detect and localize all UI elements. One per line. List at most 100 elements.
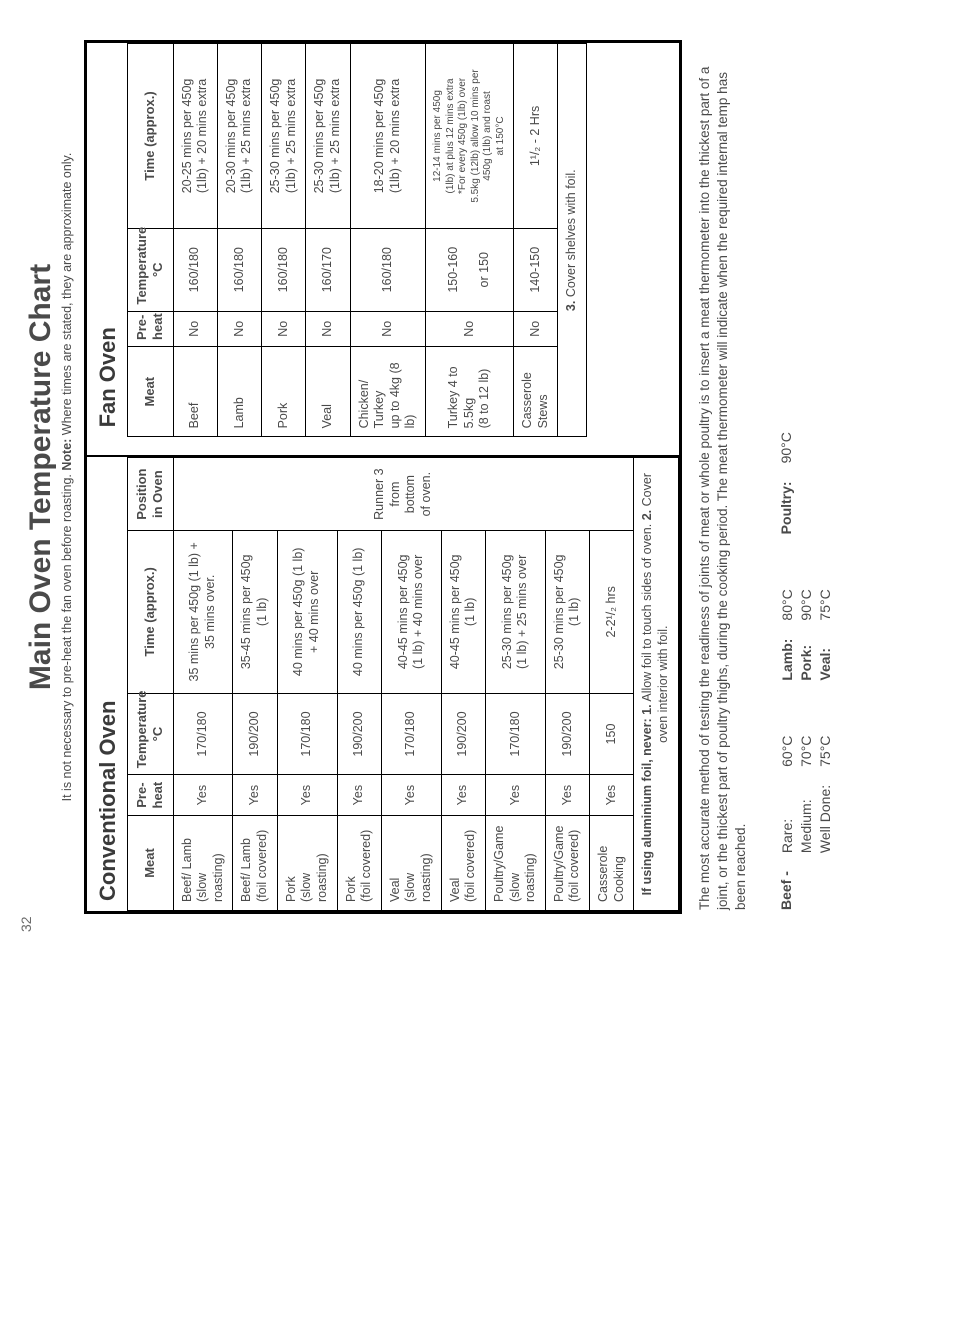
cell-meat: Poultry/Game(slow roasting) (485, 815, 545, 910)
table-header-row: Meat Pre-heat Temperature °C Time (appro… (128, 458, 174, 911)
cell-meat: Pork(foil covered) (337, 815, 381, 910)
cell-meat: Beef/ Lamb(slow roasting) (173, 815, 233, 910)
table-row: Turkey 4 to 5.5kg(8 to 12 lb) No 150-160… (426, 44, 514, 437)
foil-b2: 2. (640, 510, 654, 520)
fan-tbody: Beef No 160/180 20-25 mins per 450g(1lb)… (173, 44, 586, 437)
cell-temp: 150 (590, 693, 634, 774)
cell-preheat: Yes (173, 775, 233, 816)
lamb-pork-veal-group: Lamb: Pork: Veal: 80°C 90°C 75°C (778, 589, 835, 680)
lpv-vals: 80°C 90°C 75°C (778, 589, 835, 620)
cell-time: 20-25 mins per 450g(1lb) + 20 mins extra (173, 44, 217, 229)
cell-preheat: Yes (590, 775, 634, 816)
pork-label: Pork: (797, 639, 816, 681)
cell-preheat: No (350, 311, 426, 346)
cell-time: 40-45 mins per 450g(1 lb) (441, 530, 485, 693)
table-row: Beef No 160/180 20-25 mins per 450g(1lb)… (173, 44, 217, 437)
cell-temp: 190/200 (545, 693, 589, 774)
poultry-val: 90°C (778, 432, 835, 463)
cell-meat: Chicken/ Turkeyup to 4kg (8 lb) (350, 346, 426, 436)
cell-temp: 170/180 (277, 693, 337, 774)
cell-meat: Veal(foil covered) (441, 815, 485, 910)
conventional-panel: Conventional Oven Meat Pre-heat Temperat… (87, 455, 679, 911)
lpv-labels: Lamb: Pork: Veal: (778, 639, 835, 681)
cell-time: 40 mins per 450g (1 lb)+ 40 mins over (277, 530, 337, 693)
beef-group: Beef - Rare: Medium: Well Done: 60°C 70°… (778, 736, 835, 910)
cell-preheat: Yes (441, 775, 485, 816)
col-time: Time (approx.) (128, 44, 174, 229)
cell-preheat: Yes (545, 775, 589, 816)
cell-temp: 190/200 (441, 693, 485, 774)
cell-temp: 170/180 (381, 693, 441, 774)
foil-note-cell: If using aluminium foil, never: 1. Allow… (634, 458, 678, 911)
col-time: Time (approx.) (128, 530, 174, 693)
cell-time: 20-30 mins per 450g(1lb) + 25 mins extra (217, 44, 261, 229)
cell-time: 1¹/₂ - 2 Hrs (514, 44, 558, 229)
col-meat: Meat (128, 815, 174, 910)
cell-temp: 150-160or 150 (426, 228, 514, 311)
cell-time: 2-2¹/₂ hrs (590, 530, 634, 693)
cell-preheat: No (306, 311, 350, 346)
pork-val: 90°C (797, 589, 816, 620)
done-temperatures: Beef - Rare: Medium: Well Done: 60°C 70°… (778, 40, 835, 914)
subtitle-note-label: Note: (60, 439, 74, 471)
cell-preheat: No (173, 311, 217, 346)
beef-val: 60°C (778, 736, 797, 767)
beef-item: Rare: (778, 785, 797, 853)
beef-items: Rare: Medium: Well Done: (778, 785, 835, 853)
cell-preheat: Yes (337, 775, 381, 816)
foil-lead: If using aluminium foil, never: 1. (640, 704, 654, 895)
cell-meat: Beef/ Lamb(foil covered) (233, 815, 277, 910)
beef-vals: 60°C 70°C 75°C (778, 736, 835, 767)
cell-meat: Pork (262, 346, 306, 436)
cell-meat: Lamb (217, 346, 261, 436)
table-header-row: Meat Pre-heat Temperature °C Time (appro… (128, 44, 174, 437)
veal-val: 75°C (816, 589, 835, 620)
cell-preheat: Yes (485, 775, 545, 816)
page-root: 32 Main Oven Temperature Chart It is not… (0, 0, 954, 954)
col-position: Position in Oven (128, 458, 174, 530)
poultry-label: Poultry: (778, 481, 835, 534)
foil-note-row-right: 3. Cover shelves with foil. (558, 44, 587, 437)
col-temperature: Temperature °C (128, 228, 174, 311)
beef-item: Well Done: (816, 785, 835, 853)
subtitle-prefix: It is not necessary to pre-heat the fan … (60, 471, 74, 802)
beef-val: 75°C (816, 736, 835, 767)
col-temperature: Temperature °C (128, 693, 174, 774)
poultry-group: Poultry: 90°C (778, 432, 835, 534)
table-row: Casserole Stews No 140-150 1¹/₂ - 2 Hrs (514, 44, 558, 437)
cell-temp: 140-150 (514, 228, 558, 311)
col-preheat: Pre-heat (128, 775, 174, 816)
tables-container: Conventional Oven Meat Pre-heat Temperat… (84, 40, 682, 914)
cell-meat: CasseroleCooking (590, 815, 634, 910)
cell-meat: Casserole Stews (514, 346, 558, 436)
table-row: Chicken/ Turkeyup to 4kg (8 lb) No 160/1… (350, 44, 426, 437)
page-title: Main Oven Temperature Chart (24, 40, 58, 914)
cell-preheat: No (426, 311, 514, 346)
foil-b3: 3. (564, 301, 578, 311)
beef-val: 70°C (797, 736, 816, 767)
table-row: Lamb No 160/180 20-30 mins per 450g(1lb)… (217, 44, 261, 437)
foil-t3: Cover shelves with foil. (564, 169, 578, 300)
fan-panel: Fan Oven Meat Pre-heat Temperature °C Ti… (87, 43, 679, 437)
cell-meat: Veal (306, 346, 350, 436)
cell-temp: 190/200 (233, 693, 277, 774)
cell-time: 35-45 mins per 450g(1 lb) (233, 530, 277, 693)
cell-time: 35 mins per 450g (1 lb) + 35 mins over. (173, 530, 233, 693)
cell-temp: 190/200 (337, 693, 381, 774)
cell-time: 25-30 mins per 450g(1 lb) (545, 530, 589, 693)
lamb-val: 80°C (778, 589, 797, 620)
fan-heading: Fan Oven (87, 43, 127, 437)
fan-table: Meat Pre-heat Temperature °C Time (appro… (127, 43, 587, 437)
col-meat: Meat (128, 346, 174, 436)
conventional-heading: Conventional Oven (87, 457, 127, 911)
cell-time: 25-30 mins per 450g(1 lb) + 25 mins over (485, 530, 545, 693)
cell-temp: 160/180 (350, 228, 426, 311)
cell-preheat: No (514, 311, 558, 346)
foil-t1: Allow foil to touch sides of oven. (640, 520, 654, 704)
cell-temp: 170/180 (173, 693, 233, 774)
cell-temp: 160/180 (173, 228, 217, 311)
cell-time: 25-30 mins per 450g(1lb) + 25 mins extra (262, 44, 306, 229)
cell-time: 40-45 mins per 450g(1 lb) + 40 mins over (381, 530, 441, 693)
cell-time: 40 mins per 450g (1 lb) (337, 530, 381, 693)
cell-meat: Veal(slow roasting) (381, 815, 441, 910)
